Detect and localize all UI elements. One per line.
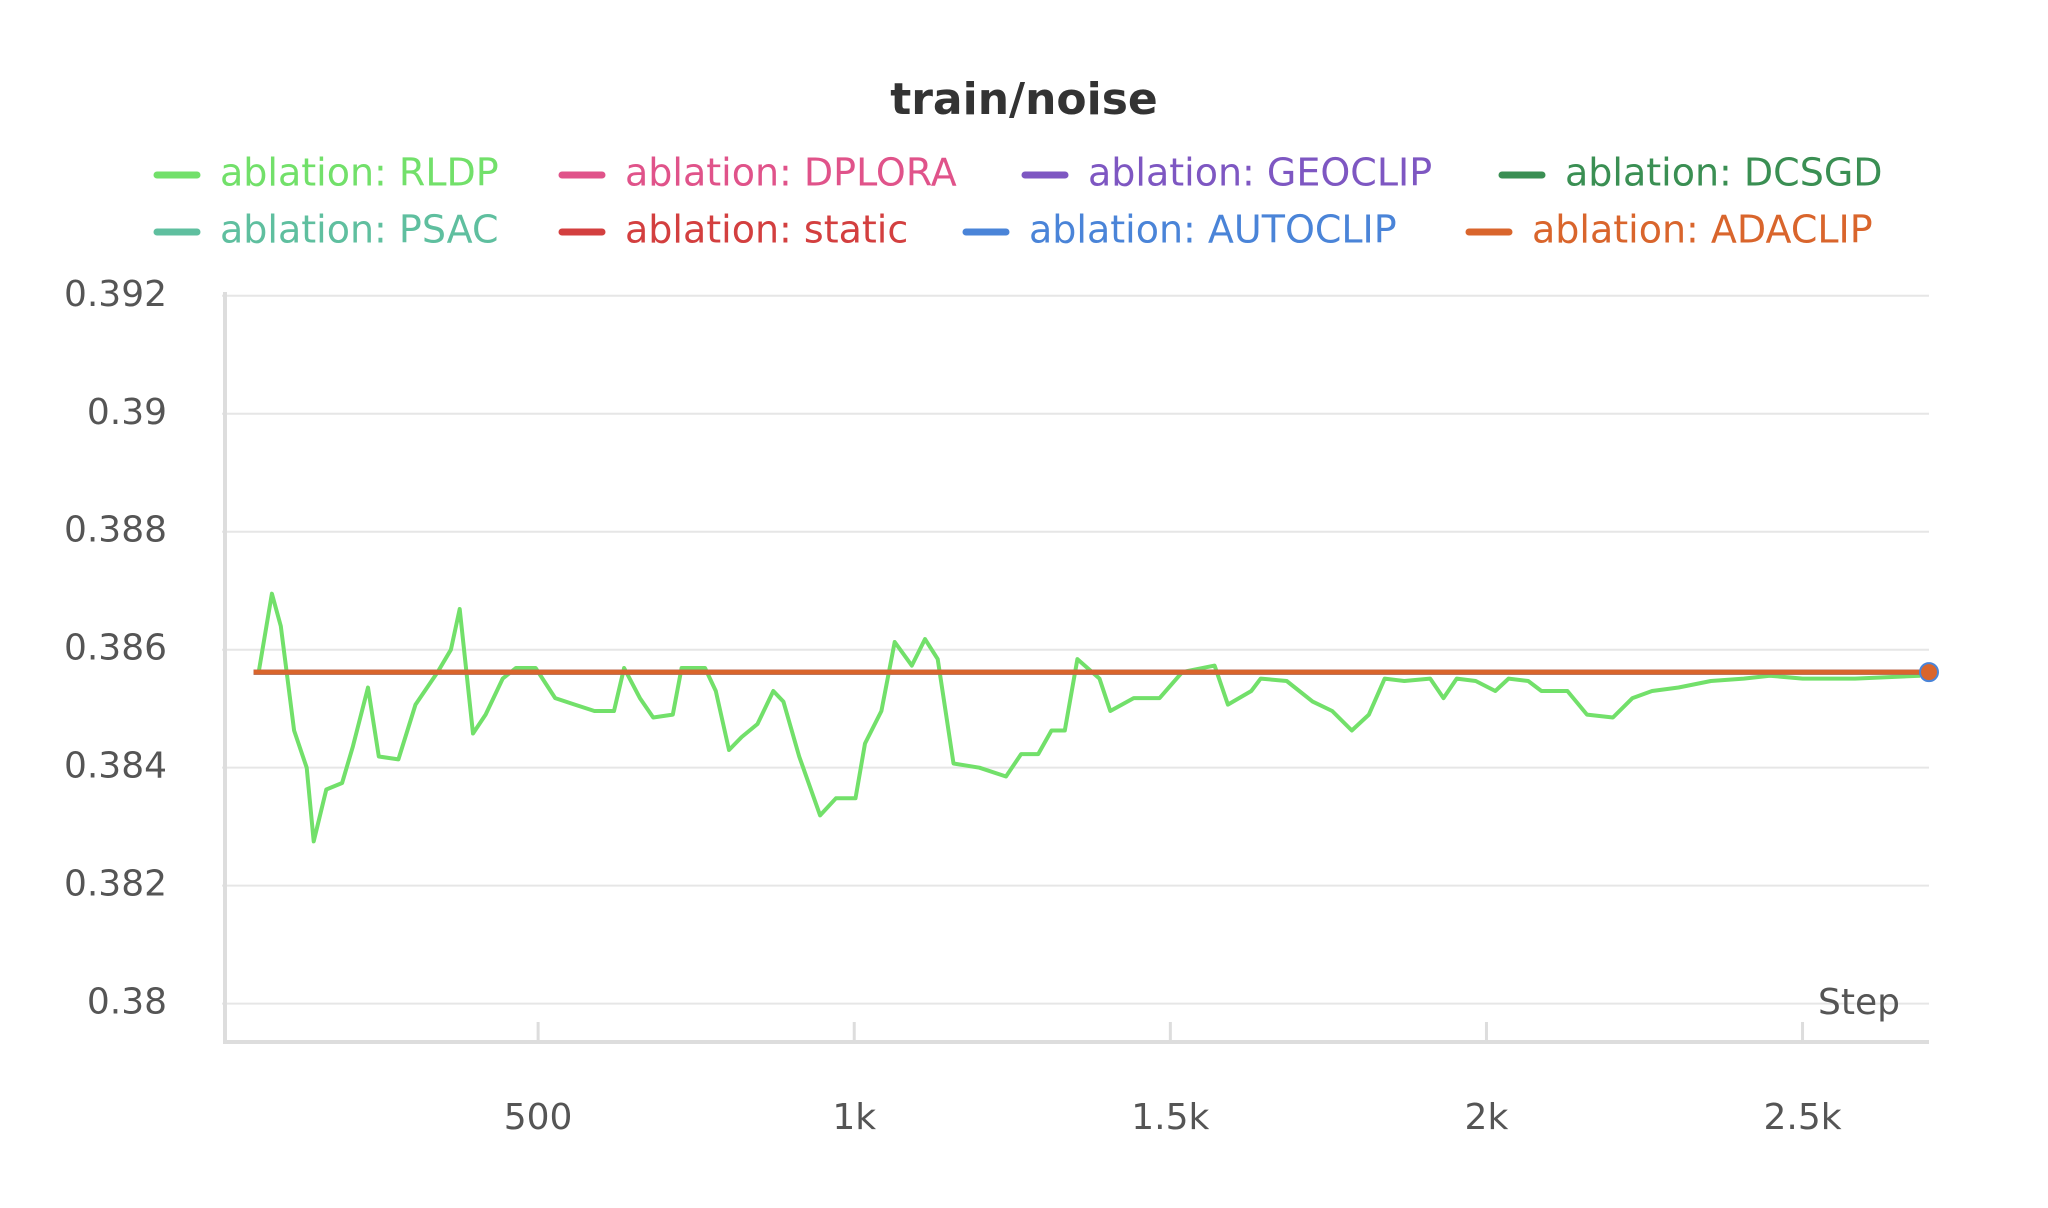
x-tick-label: 2k: [1465, 1097, 1509, 1138]
y-tick-label: 0.388: [64, 510, 167, 551]
legend-label: ablation: GEOCLIP: [1088, 151, 1432, 195]
series-line: [256, 591, 1921, 844]
y-tick-label: 0.38: [87, 982, 167, 1023]
x-tick-label: 500: [504, 1097, 573, 1138]
y-tick-label: 0.386: [64, 628, 167, 669]
legend-label: ablation: DPLORA: [625, 151, 957, 195]
end-marker: [1919, 662, 1939, 683]
y-tick-label: 0.39: [87, 392, 167, 433]
legend-label: ablation: PSAC: [220, 208, 499, 252]
legend-label: ablation: ADACLIP: [1532, 208, 1873, 252]
x-axis-label: Step: [1818, 982, 1900, 1023]
legend-label: ablation: AUTOCLIP: [1029, 208, 1397, 252]
x-tick-label: 2.5k: [1764, 1097, 1842, 1138]
legend-label: ablation: DCSGD: [1565, 151, 1883, 195]
y-tick-label: 0.392: [64, 274, 167, 315]
legend-label: ablation: RLDP: [220, 151, 499, 195]
x-tick-label: 1.5k: [1131, 1097, 1209, 1138]
legend-label: ablation: static: [625, 208, 908, 252]
chart-title: train/noise: [890, 74, 1158, 125]
x-tick-label: 1k: [832, 1097, 876, 1138]
y-tick-label: 0.382: [64, 864, 167, 905]
y-tick-label: 0.384: [64, 746, 167, 787]
